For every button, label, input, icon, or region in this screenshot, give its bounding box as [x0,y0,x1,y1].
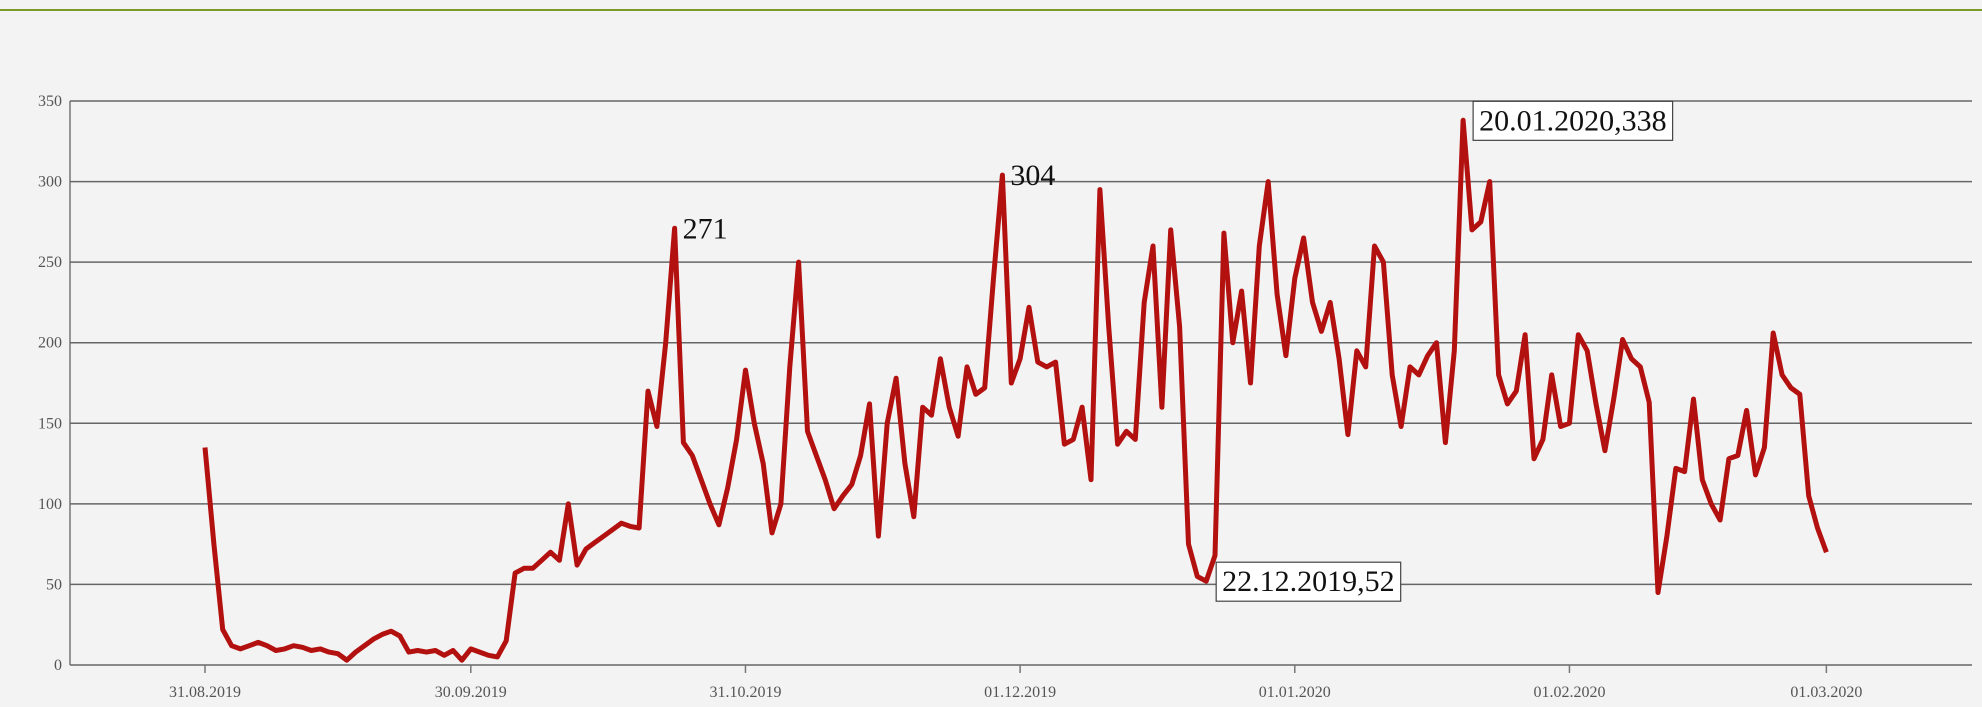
y-tick-label: 250 [38,254,62,271]
value-label-group: 20.01.2020,338 [1472,100,1674,141]
value-label: 20.01.2020,338 [1479,104,1667,137]
y-tick-label: 150 [38,415,62,432]
y-tick-label: 0 [54,657,62,674]
value-label: 271 [683,212,728,245]
value-label-group: 271 [683,212,728,245]
x-tick-label: 01.03.2020 [1790,684,1862,701]
value-label: 304 [1010,159,1055,192]
value-label-group: 304 [1010,159,1055,192]
y-tick-label: 350 [38,93,62,110]
x-tick-label: 31.10.2019 [709,684,781,701]
x-tick-label: 30.09.2019 [435,684,507,701]
x-tick-label: 01.12.2019 [984,684,1056,701]
y-tick-label: 300 [38,174,62,191]
y-tick-label: 50 [46,576,62,593]
x-tick-label: 31.08.2019 [169,684,241,701]
x-tick-label: 01.02.2020 [1533,684,1605,701]
data-line [202,117,1829,663]
value-label: 22.12.2019,52 [1222,565,1395,598]
value-label-box [1215,561,1402,602]
value-label-group: 22.12.2019,52 [1215,561,1402,602]
x-tick-label: 01.01.2020 [1259,684,1331,701]
value-label-box [1472,100,1674,141]
y-tick-label: 200 [38,335,62,352]
y-tick-label: 100 [38,496,62,513]
